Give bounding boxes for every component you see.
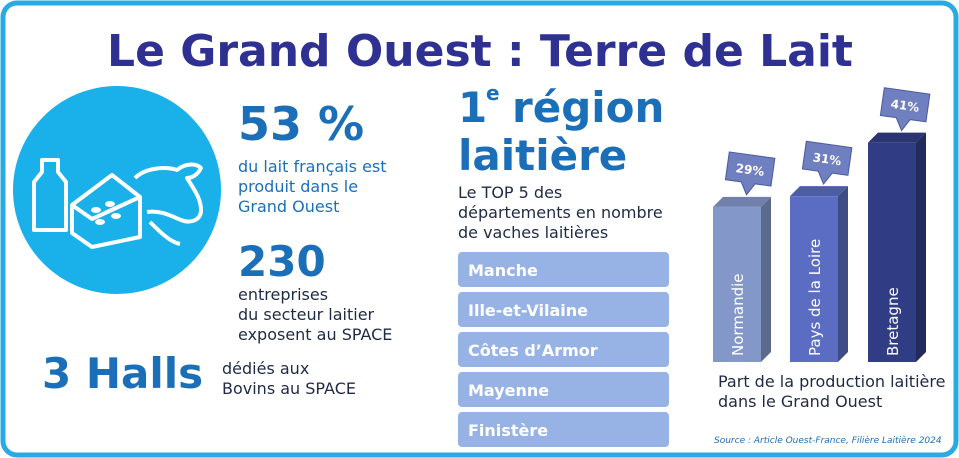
chart-caption: dans le Grand Ouest	[718, 392, 882, 411]
intro-text: départements en nombre	[458, 203, 663, 222]
bar-category: Normandie	[729, 273, 747, 356]
bar-top	[790, 186, 848, 197]
bar-chart: Normandie 29% Pays de la Loire 31% Bretagne 4…	[713, 87, 931, 362]
heading: laitière	[458, 131, 627, 180]
stat-text: Bovins au SPACE	[222, 379, 356, 398]
value-callout: 41%	[879, 87, 931, 132]
stat-text: dédiés aux	[222, 359, 309, 378]
value-callout: 29%	[724, 151, 776, 196]
list-item: Mayenne	[468, 381, 549, 400]
intro-text: Le TOP 5 des	[458, 183, 562, 202]
bar-top	[713, 196, 771, 207]
chart-caption: Part de la production laitière	[718, 372, 945, 391]
source: Source : Article Ouest-France, Filière L…	[714, 435, 942, 446]
bar	[790, 196, 838, 362]
value-label: 41%	[890, 97, 920, 115]
stat-value: 3 Halls	[42, 349, 203, 398]
list-item-box	[458, 292, 669, 327]
callout-shape	[724, 151, 776, 196]
ranking-list: Manche Ille-et-Vilaine Côtes d’Armor Mayenn…	[458, 252, 669, 447]
stat-value: 53 %	[238, 97, 364, 151]
stat-text: entreprises	[238, 285, 328, 304]
value-label: 29%	[735, 161, 765, 179]
list-item: Manche	[468, 261, 538, 280]
bar-category: Bretagne	[884, 287, 902, 356]
list-item: Finistère	[468, 421, 548, 440]
intro-text: de vaches laitières	[458, 223, 608, 242]
stat-text: du lait français est	[238, 157, 387, 176]
stat-text: exposent au SPACE	[238, 325, 392, 344]
list-item-box	[458, 252, 669, 287]
stat-text: du secteur laitier	[238, 305, 375, 324]
bar-top	[868, 132, 926, 143]
callout-shape	[801, 140, 853, 186]
stat-text: produit dans le	[238, 177, 358, 196]
bar-side	[838, 186, 848, 362]
bar	[713, 206, 761, 362]
bar-side	[761, 196, 771, 362]
milk-icon-circle	[13, 86, 221, 294]
bar-category: Pays de la Loire	[806, 239, 824, 356]
heading: 1	[458, 83, 487, 132]
list-item: Ille-et-Vilaine	[468, 301, 588, 320]
bar	[868, 142, 916, 362]
heading: région	[512, 83, 664, 132]
value-callout: 31%	[801, 140, 853, 186]
title: Le Grand Ouest : Terre de Lait	[107, 26, 853, 77]
list-item: Côtes d’Armor	[468, 341, 598, 360]
callout-shape	[879, 87, 931, 132]
list-item-box	[458, 412, 669, 447]
list-item-box	[458, 372, 669, 407]
list-item-box	[458, 332, 669, 367]
heading-suffix: e	[486, 81, 500, 105]
stat-value: 230	[238, 237, 326, 286]
value-label: 31%	[812, 150, 842, 168]
bar-side	[916, 132, 926, 362]
stat-text: Grand Ouest	[238, 197, 339, 216]
